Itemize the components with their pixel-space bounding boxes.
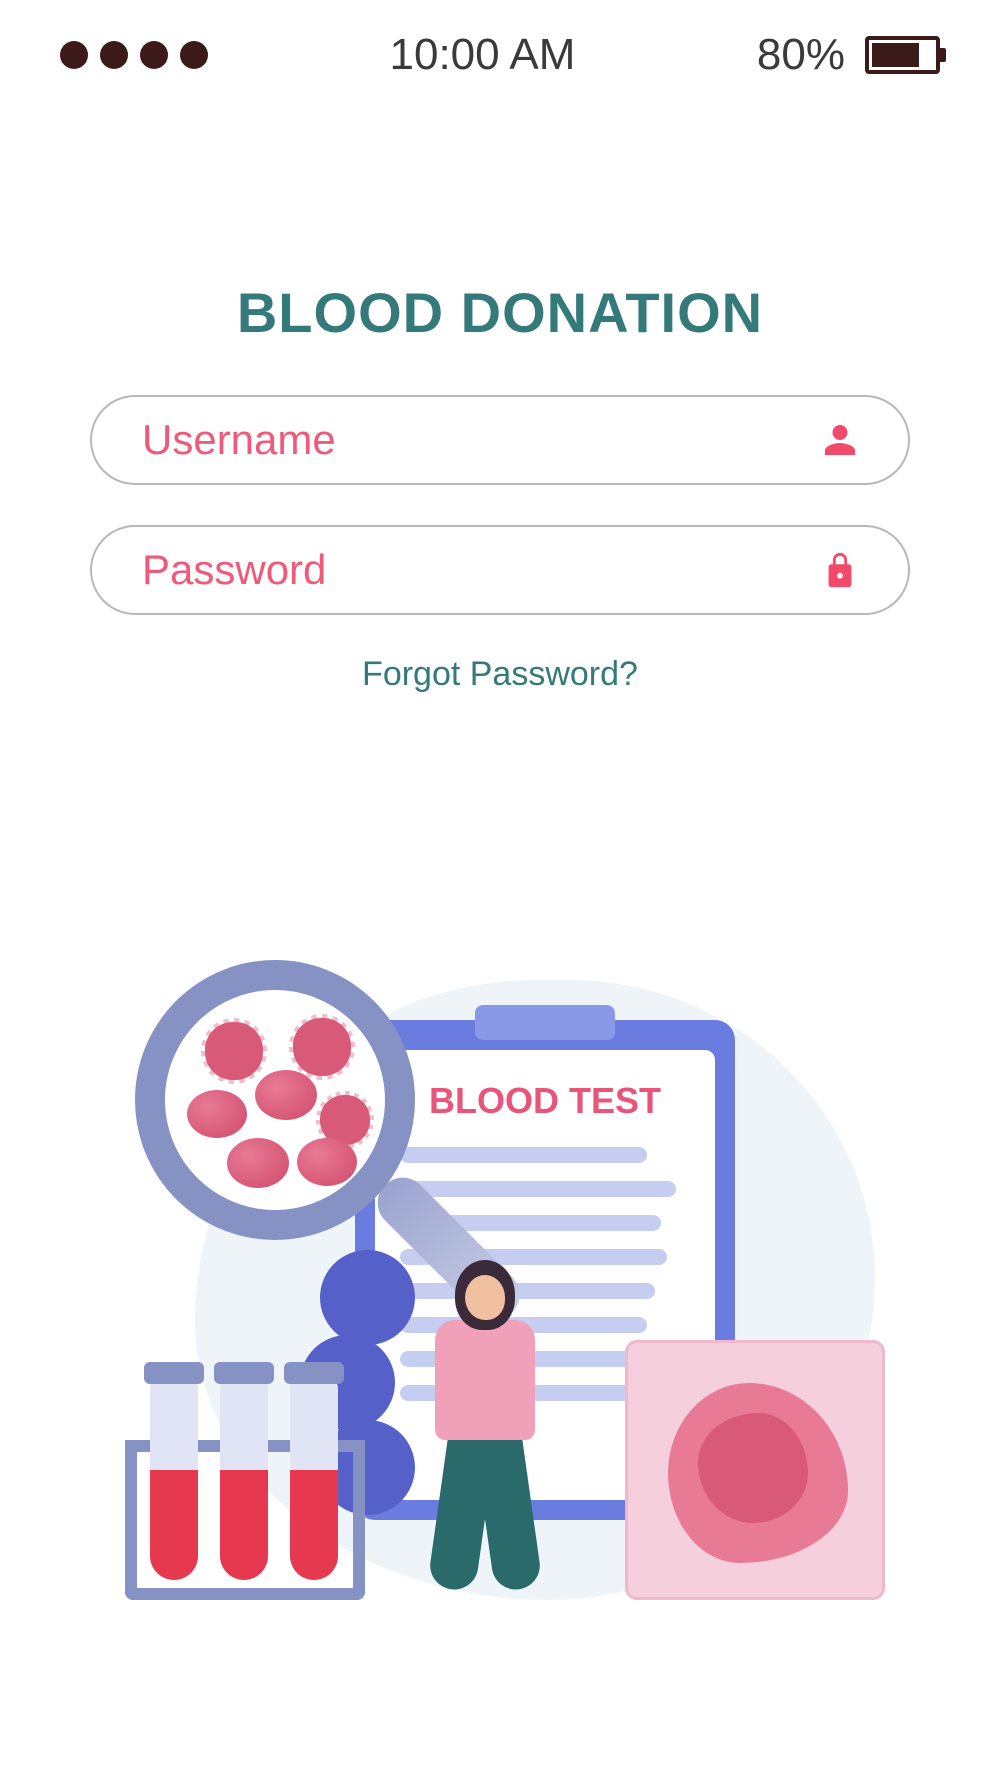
hero-illustration: BLOOD TEST (75, 940, 925, 1660)
signal-dot-icon (100, 41, 128, 69)
magnifier-icon (135, 960, 455, 1280)
signal-dot-icon (180, 41, 208, 69)
signal-dot-icon (60, 41, 88, 69)
page-title: BLOOD DONATION (0, 280, 1000, 345)
battery-icon (865, 36, 940, 74)
test-tubes-icon (125, 1360, 365, 1600)
status-time: 10:00 AM (390, 30, 576, 80)
password-placeholder: Password (142, 546, 326, 594)
status-battery: 80% (757, 30, 940, 80)
signal-dots (60, 41, 208, 69)
lock-icon (822, 552, 858, 588)
status-bar: 10:00 AM 80% (0, 0, 1000, 100)
person-icon (405, 1260, 565, 1600)
tissue-sample-icon (625, 1340, 885, 1600)
user-icon (822, 422, 858, 458)
username-input[interactable]: Username (90, 395, 910, 485)
battery-percentage: 80% (757, 30, 845, 80)
forgot-password-link[interactable]: Forgot Password? (0, 655, 1000, 694)
signal-dot-icon (140, 41, 168, 69)
password-input[interactable]: Password (90, 525, 910, 615)
username-placeholder: Username (142, 416, 336, 464)
